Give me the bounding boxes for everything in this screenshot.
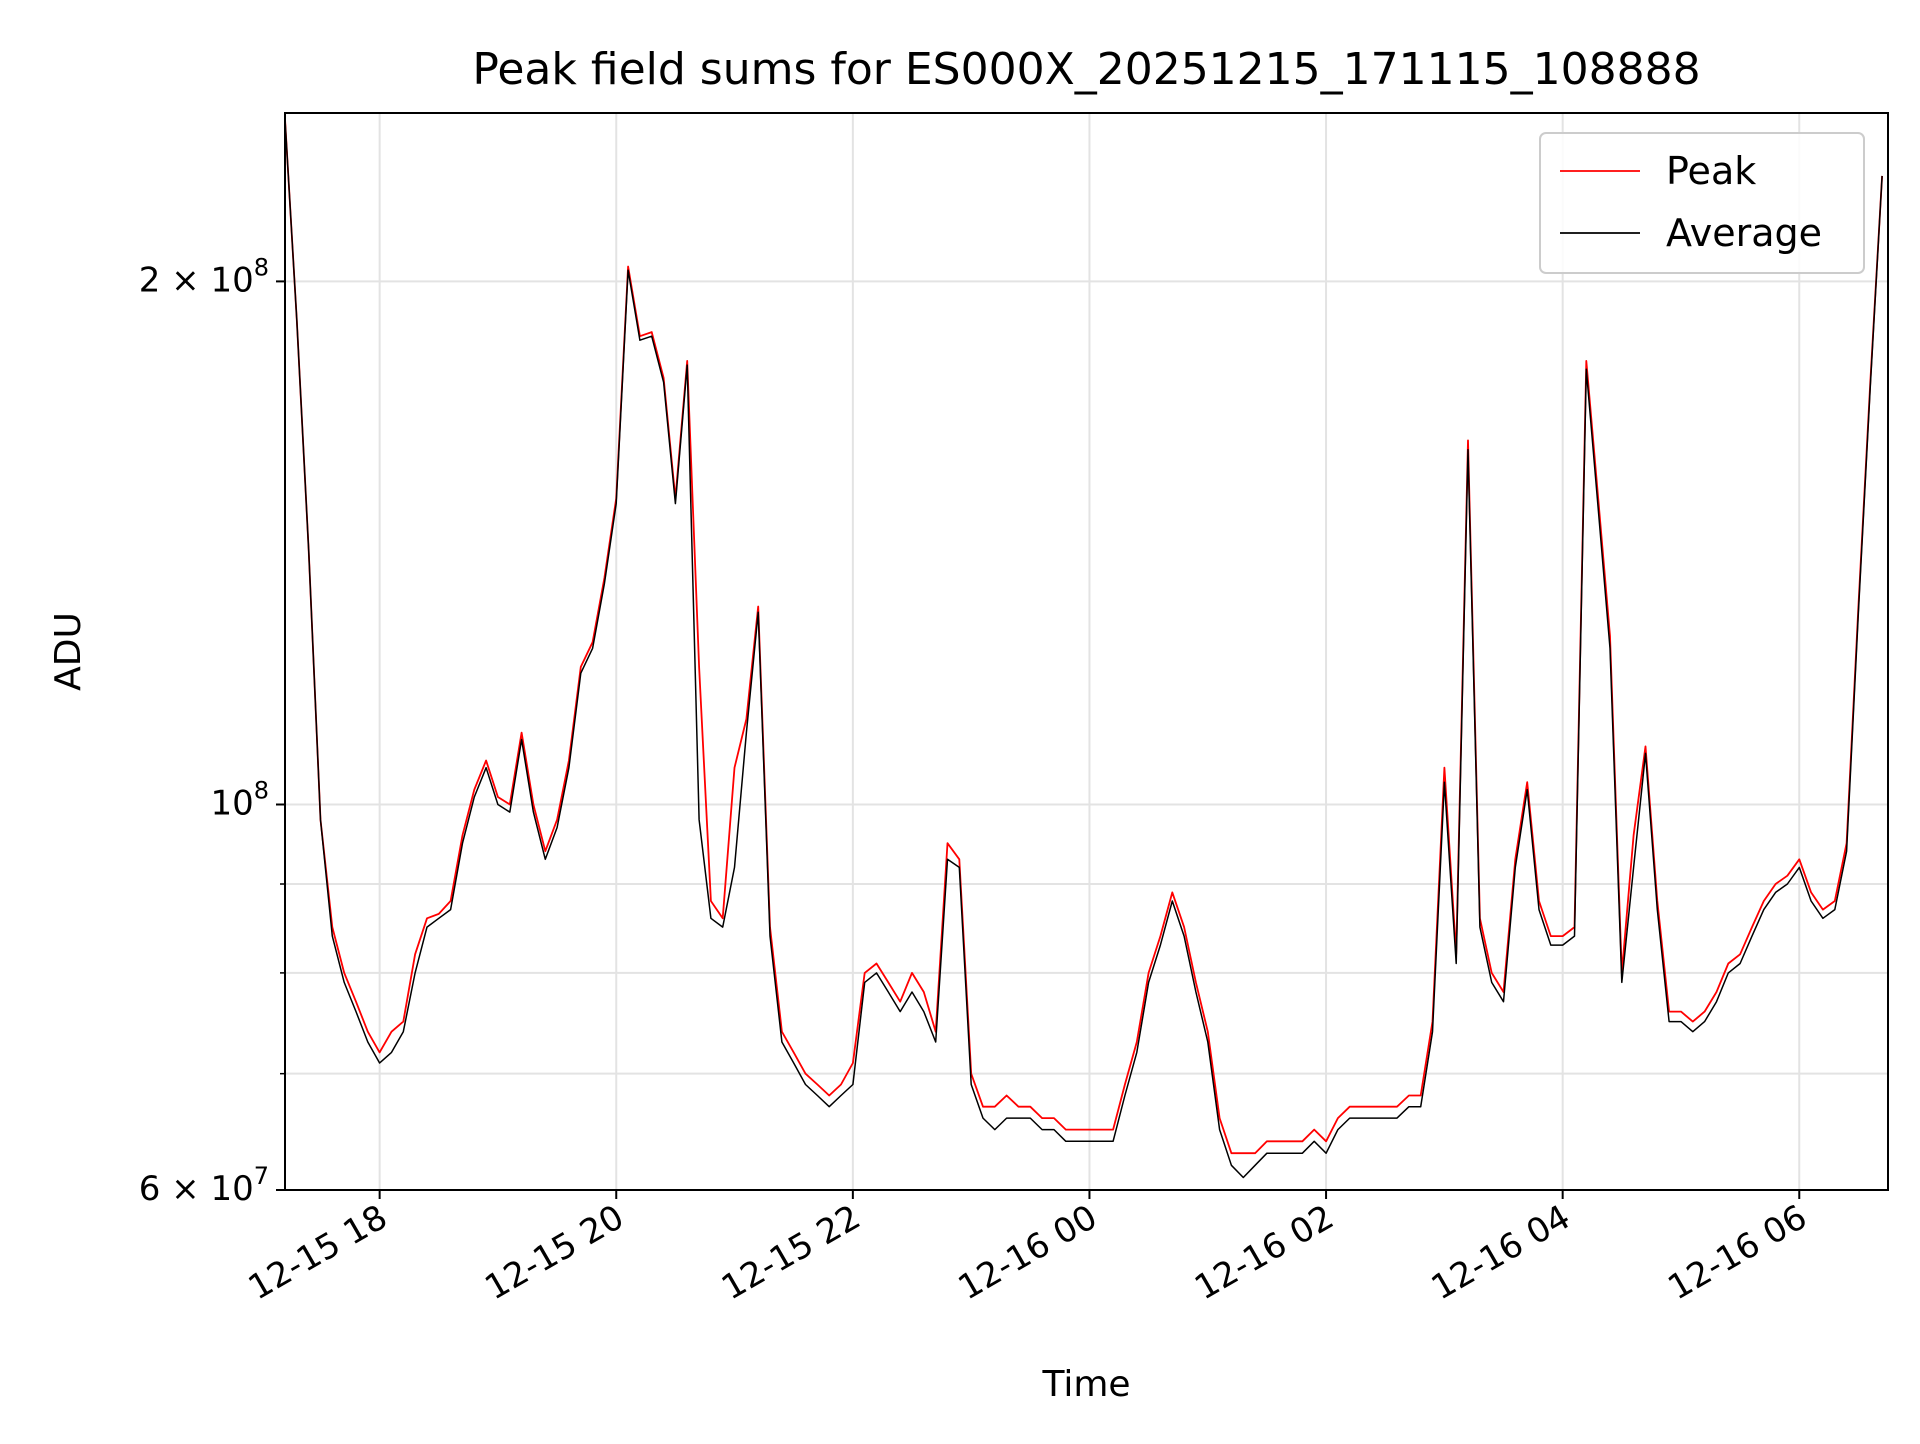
y-axis-label: ADU: [48, 612, 89, 691]
plot-frame: [284, 112, 1889, 1191]
y-tick-base: 6 × 10: [139, 1169, 254, 1209]
y-tick-exponent: 8: [254, 776, 269, 804]
y-tick-exponent: 8: [254, 253, 269, 281]
chart-title: Peak field sums for ES000X_20251215_1711…: [472, 44, 1700, 95]
y-tick-base: 10: [210, 783, 253, 823]
y-tick-exponent: 7: [254, 1162, 269, 1190]
x-axis-label: Time: [1041, 1364, 1130, 1405]
legend-label-average: Average: [1666, 211, 1822, 255]
legend-box: [1539, 132, 1865, 274]
legend: Peak Average: [1539, 132, 1865, 274]
series-layer: [285, 119, 1883, 1179]
y-tick-base: 2 × 10: [139, 260, 254, 300]
legend-label-peak: Peak: [1666, 149, 1756, 193]
series-line-average: [285, 119, 1883, 1179]
y-tick-label: 108: [210, 776, 269, 823]
y-tick-label: 2 × 108: [139, 253, 269, 300]
y-tick-label: 6 × 107: [139, 1162, 269, 1209]
